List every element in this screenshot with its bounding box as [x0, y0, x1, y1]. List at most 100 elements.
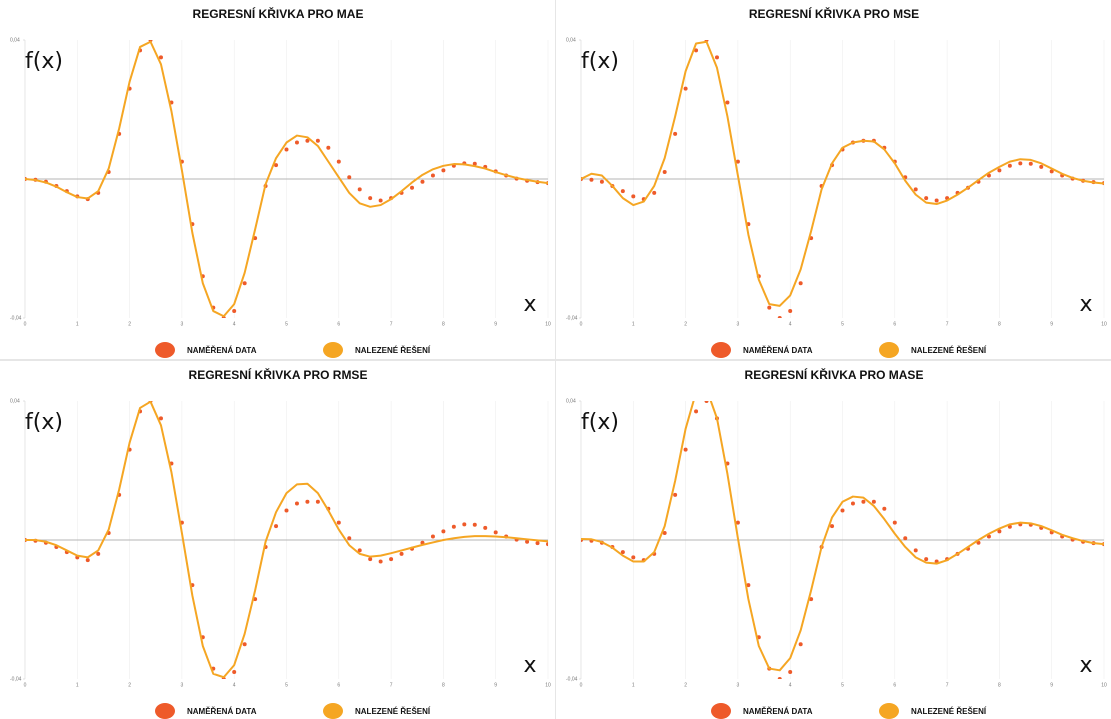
x-tick-label: 2: [684, 321, 687, 327]
data-point: [631, 194, 636, 199]
data-point: [441, 168, 446, 173]
legend-swatch: [323, 703, 343, 719]
legend-label: NAMĚŘENÁ DATA: [743, 707, 813, 716]
x-tick-label: 8: [998, 321, 1001, 327]
x-tick-label: 8: [442, 682, 445, 688]
x-tick-label: 4: [233, 321, 236, 327]
data-point: [242, 642, 247, 647]
legend-swatch: [323, 342, 343, 358]
x-tick-label: 5: [285, 682, 288, 688]
data-point: [294, 501, 299, 506]
x-tick-label: 7: [390, 682, 393, 688]
data-point: [777, 677, 782, 679]
y-tick-label: -0,04: [566, 676, 578, 682]
data-point: [1039, 164, 1044, 169]
data-point: [1049, 169, 1054, 174]
data-point: [368, 557, 373, 562]
data-point: [694, 409, 699, 414]
y-axis-label: f(x): [581, 410, 619, 435]
data-point: [913, 187, 918, 192]
data-point: [274, 524, 279, 529]
y-axis-label: f(x): [25, 410, 63, 435]
data-point: [830, 524, 835, 529]
data-point: [430, 173, 435, 178]
x-tick-label: 2: [128, 682, 131, 688]
legend-swatch: [879, 342, 899, 358]
legend-swatch: [711, 342, 731, 358]
data-point: [430, 534, 435, 539]
chart-panel: REGRESNÍ KŘIVKA PRO MAE 0 1 2 3 4 5 6 7 8 9 10 -0,04…: [0, 0, 555, 359]
data-point: [315, 138, 320, 143]
data-point: [986, 534, 991, 539]
x-tick-label: 3: [737, 321, 740, 327]
data-point: [735, 520, 740, 525]
data-point: [735, 159, 740, 164]
x-tick-label: 5: [285, 321, 288, 327]
x-axis-label: x: [1079, 653, 1092, 678]
chart-title: REGRESNÍ KŘIVKA PRO MSE: [749, 6, 919, 21]
data-point: [347, 175, 352, 180]
x-tick-label: 8: [442, 321, 445, 327]
data-point: [1007, 163, 1012, 168]
data-point: [892, 520, 897, 525]
data-point: [798, 281, 803, 286]
data-point: [1018, 161, 1023, 166]
y-tick-label: -0,04: [10, 315, 22, 321]
data-point: [1028, 161, 1033, 166]
chart-title: REGRESNÍ KŘIVKA PRO MASE: [745, 367, 924, 382]
data-point: [96, 551, 101, 556]
x-tick-label: 2: [128, 321, 131, 327]
data-point: [368, 196, 373, 201]
data-point: [294, 140, 299, 145]
data-point: [420, 179, 425, 184]
data-point: [378, 198, 383, 203]
x-tick-label: 7: [946, 321, 949, 327]
x-tick-label: 5: [841, 321, 844, 327]
x-tick-label: 3: [181, 321, 184, 327]
data-point: [232, 670, 237, 675]
data-point: [232, 309, 237, 314]
fit-line: [25, 401, 548, 679]
data-point: [683, 86, 688, 91]
data-point: [284, 147, 289, 152]
x-tick-label: 10: [545, 682, 551, 688]
legend-label: NALEZENÉ ŘEŠENÍ: [911, 346, 987, 355]
data-point: [767, 305, 772, 310]
data-point: [357, 548, 362, 553]
x-tick-label: 3: [737, 682, 740, 688]
x-tick-label: 9: [494, 682, 497, 688]
plot-area: [25, 401, 548, 679]
data-point: [389, 557, 394, 562]
data-point: [871, 499, 876, 504]
data-point: [399, 551, 404, 556]
chart-panel: REGRESNÍ KŘIVKA PRO MASE 0 1 2 3 4 5 6 7 8 9 10 -0,0…: [556, 361, 1111, 719]
y-axis-label: f(x): [581, 49, 619, 74]
x-tick-label: 3: [181, 682, 184, 688]
data-point: [903, 536, 908, 541]
x-tick-label: 10: [1101, 321, 1107, 327]
data-point: [305, 138, 310, 143]
y-tick-label: 0,04: [10, 37, 20, 43]
data-point: [714, 55, 719, 60]
data-point: [525, 539, 530, 544]
data-point: [599, 179, 604, 184]
data-point: [683, 447, 688, 452]
data-point: [788, 670, 793, 675]
y-tick-label: 0,04: [10, 398, 20, 404]
data-point: [284, 508, 289, 513]
legend-label: NAMĚŘENÁ DATA: [187, 346, 257, 355]
data-point: [997, 168, 1002, 173]
data-point: [158, 55, 163, 60]
y-tick-label: -0,04: [10, 676, 22, 682]
plot-area: [25, 40, 548, 318]
x-axis-label: x: [523, 653, 536, 678]
legend-label: NALEZENÉ ŘEŠENÍ: [355, 346, 431, 355]
data-point: [242, 281, 247, 286]
data-point: [546, 542, 548, 547]
x-tick-label: 6: [893, 321, 896, 327]
data-point: [274, 163, 279, 168]
data-point: [535, 541, 540, 546]
fit-line: [581, 40, 1104, 307]
data-point: [662, 531, 667, 536]
